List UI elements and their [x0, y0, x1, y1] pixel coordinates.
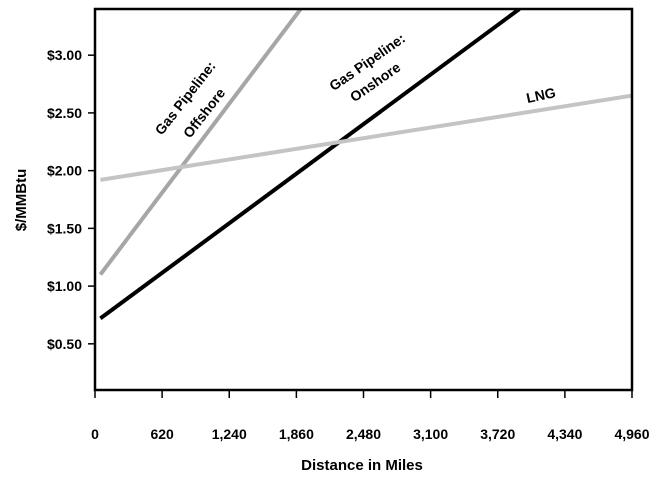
- series-line-2: [99, 9, 521, 321]
- x-axis-ticks: 0 620 1,240 1,860 2,480 3,100 3,720 4,340 4,960: [91, 390, 650, 442]
- series-layer: [98, 9, 632, 321]
- y-axis-label: $/MMBtu: [13, 169, 30, 232]
- x-tick-label: 3,100: [413, 426, 448, 442]
- x-tick-label: 4,340: [547, 426, 582, 442]
- y-tick-label: $2.00: [47, 163, 82, 179]
- x-axis-label: Distance in Miles: [301, 457, 423, 474]
- y-tick-label: $1.50: [47, 220, 82, 236]
- series-line-3: [100, 93, 632, 182]
- x-tick-label: 620: [150, 426, 174, 442]
- x-tick-label: 3,720: [480, 426, 515, 442]
- y-tick-label: $1.00: [47, 278, 82, 294]
- series-label-lng: LNG: [525, 84, 557, 106]
- y-tick-label: $2.50: [47, 105, 82, 121]
- x-tick-label: 2,480: [346, 426, 381, 442]
- x-tick-label: 1,860: [279, 426, 314, 442]
- x-tick-label: 1,240: [212, 426, 247, 442]
- x-tick-label: 0: [91, 426, 99, 442]
- x-tick-label: 4,960: [614, 426, 649, 442]
- y-tick-label: $3.00: [47, 47, 82, 63]
- y-tick-label: $0.50: [47, 336, 82, 352]
- series-line-1: [98, 9, 303, 276]
- y-axis-ticks: $0.50 $1.00 $1.50 $2.00 $2.50 $3.00: [47, 47, 95, 352]
